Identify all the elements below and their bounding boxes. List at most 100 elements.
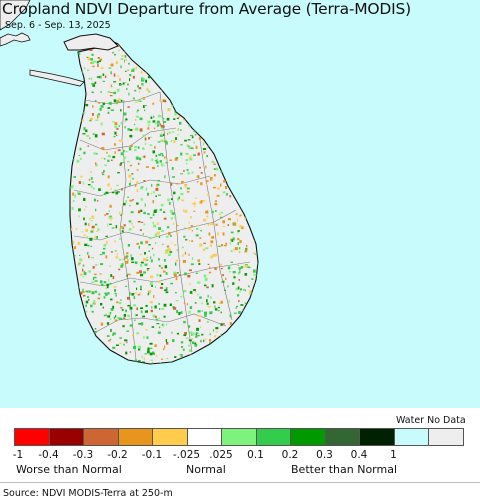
legend-swatch	[186, 428, 222, 446]
ndvi-pixel	[240, 128, 244, 130]
ndvi-pixel	[78, 215, 80, 218]
ndvi-pixel	[167, 253, 171, 256]
ndvi-pixel	[255, 344, 258, 347]
ndvi-pixel	[172, 182, 174, 184]
ndvi-pixel	[157, 331, 161, 334]
ndvi-pixel	[108, 216, 112, 219]
ndvi-pixel	[109, 95, 113, 97]
ndvi-pixel	[182, 41, 184, 43]
ndvi-pixel	[156, 183, 160, 187]
ndvi-pixel	[73, 68, 76, 71]
ndvi-pixel	[158, 317, 161, 320]
ndvi-pixel	[123, 156, 126, 159]
ndvi-pixel	[78, 181, 81, 184]
ndvi-pixel	[231, 152, 234, 154]
ndvi-pixel	[255, 304, 257, 306]
ndvi-pixel	[240, 164, 243, 167]
ndvi-pixel	[189, 306, 193, 309]
ndvi-pixel	[245, 198, 247, 201]
footer-divider	[0, 482, 480, 483]
ndvi-pixel	[125, 255, 129, 258]
ndvi-pixel	[259, 268, 261, 270]
ndvi-pixel	[79, 107, 82, 109]
ndvi-pixel	[114, 122, 118, 125]
ndvi-pixel	[163, 52, 165, 56]
ndvi-pixel	[239, 214, 242, 216]
ndvi-pixel	[200, 200, 203, 204]
ndvi-pixel	[222, 225, 226, 227]
ndvi-pixel	[237, 180, 240, 183]
ndvi-pixel	[217, 350, 220, 353]
ndvi-pixel	[174, 113, 177, 116]
ndvi-pixel	[255, 73, 258, 77]
ndvi-pixel	[162, 99, 166, 103]
ndvi-pixel	[109, 318, 112, 321]
ndvi-pixel	[102, 73, 105, 76]
ndvi-pixel	[117, 99, 119, 103]
ndvi-pixel	[133, 296, 136, 300]
ndvi-pixel	[179, 354, 182, 356]
ndvi-pixel	[163, 121, 166, 123]
ndvi-pixel	[197, 315, 202, 317]
ndvi-pixel	[111, 251, 113, 253]
ndvi-pixel	[144, 263, 148, 266]
ndvi-pixel	[201, 333, 204, 336]
ndvi-pixel	[82, 93, 85, 97]
ndvi-pixel	[95, 264, 98, 266]
ndvi-pixel	[85, 310, 88, 313]
ndvi-pixel	[233, 106, 235, 110]
ndvi-pixel	[70, 186, 73, 189]
ndvi-pixel	[75, 89, 78, 92]
ndvi-pixel	[246, 81, 248, 85]
ndvi-pixel	[161, 266, 163, 270]
ndvi-pixel	[140, 56, 144, 60]
ndvi-pixel	[210, 244, 212, 247]
ndvi-pixel	[116, 128, 119, 130]
ndvi-pixel	[139, 57, 142, 59]
ndvi-pixel	[214, 335, 217, 338]
ndvi-pixel	[79, 157, 82, 160]
ndvi-pixel	[164, 63, 167, 66]
ndvi-pixel	[134, 359, 138, 362]
ndvi-pixel	[76, 284, 78, 288]
ndvi-pixel	[253, 194, 257, 196]
ndvi-pixel	[215, 267, 217, 271]
ndvi-pixel	[180, 144, 183, 146]
ndvi-pixel	[143, 357, 145, 361]
ndvi-pixel	[206, 286, 209, 289]
ndvi-pixel	[155, 188, 159, 191]
ndvi-pixel	[125, 256, 128, 259]
ndvi-pixel	[185, 337, 189, 339]
ndvi-pixel	[110, 329, 112, 332]
ndvi-pixel	[191, 240, 193, 242]
ndvi-pixel	[177, 129, 179, 131]
ndvi-pixel	[123, 313, 127, 317]
district-boundary	[199, 139, 233, 321]
ndvi-pixel	[100, 91, 102, 93]
ndvi-pixel	[159, 208, 162, 211]
ndvi-pixel	[255, 170, 258, 174]
ndvi-pixel	[235, 345, 237, 348]
ndvi-pixel	[144, 310, 148, 313]
ndvi-pixel	[90, 117, 93, 121]
ndvi-pixel	[251, 89, 254, 93]
ndvi-pixel	[183, 119, 187, 121]
ndvi-pixel	[191, 136, 194, 139]
ndvi-pixel	[246, 139, 248, 141]
ndvi-pixel	[188, 240, 191, 242]
ndvi-pixel	[195, 234, 199, 237]
ndvi-pixel	[96, 163, 98, 167]
ndvi-pixel	[175, 137, 177, 140]
ndvi-pixel	[218, 119, 222, 121]
ndvi-pixel	[186, 67, 190, 70]
ndvi-pixel	[120, 40, 123, 43]
ndvi-pixel	[116, 184, 119, 186]
ndvi-pixel	[75, 56, 78, 58]
ndvi-pixel	[247, 142, 251, 145]
ndvi-pixel	[247, 266, 250, 268]
ndvi-pixel	[178, 196, 181, 200]
ndvi-pixel	[118, 125, 120, 127]
ndvi-pixel	[163, 133, 165, 136]
ndvi-pixel	[197, 334, 200, 337]
ndvi-pixel	[195, 272, 198, 274]
